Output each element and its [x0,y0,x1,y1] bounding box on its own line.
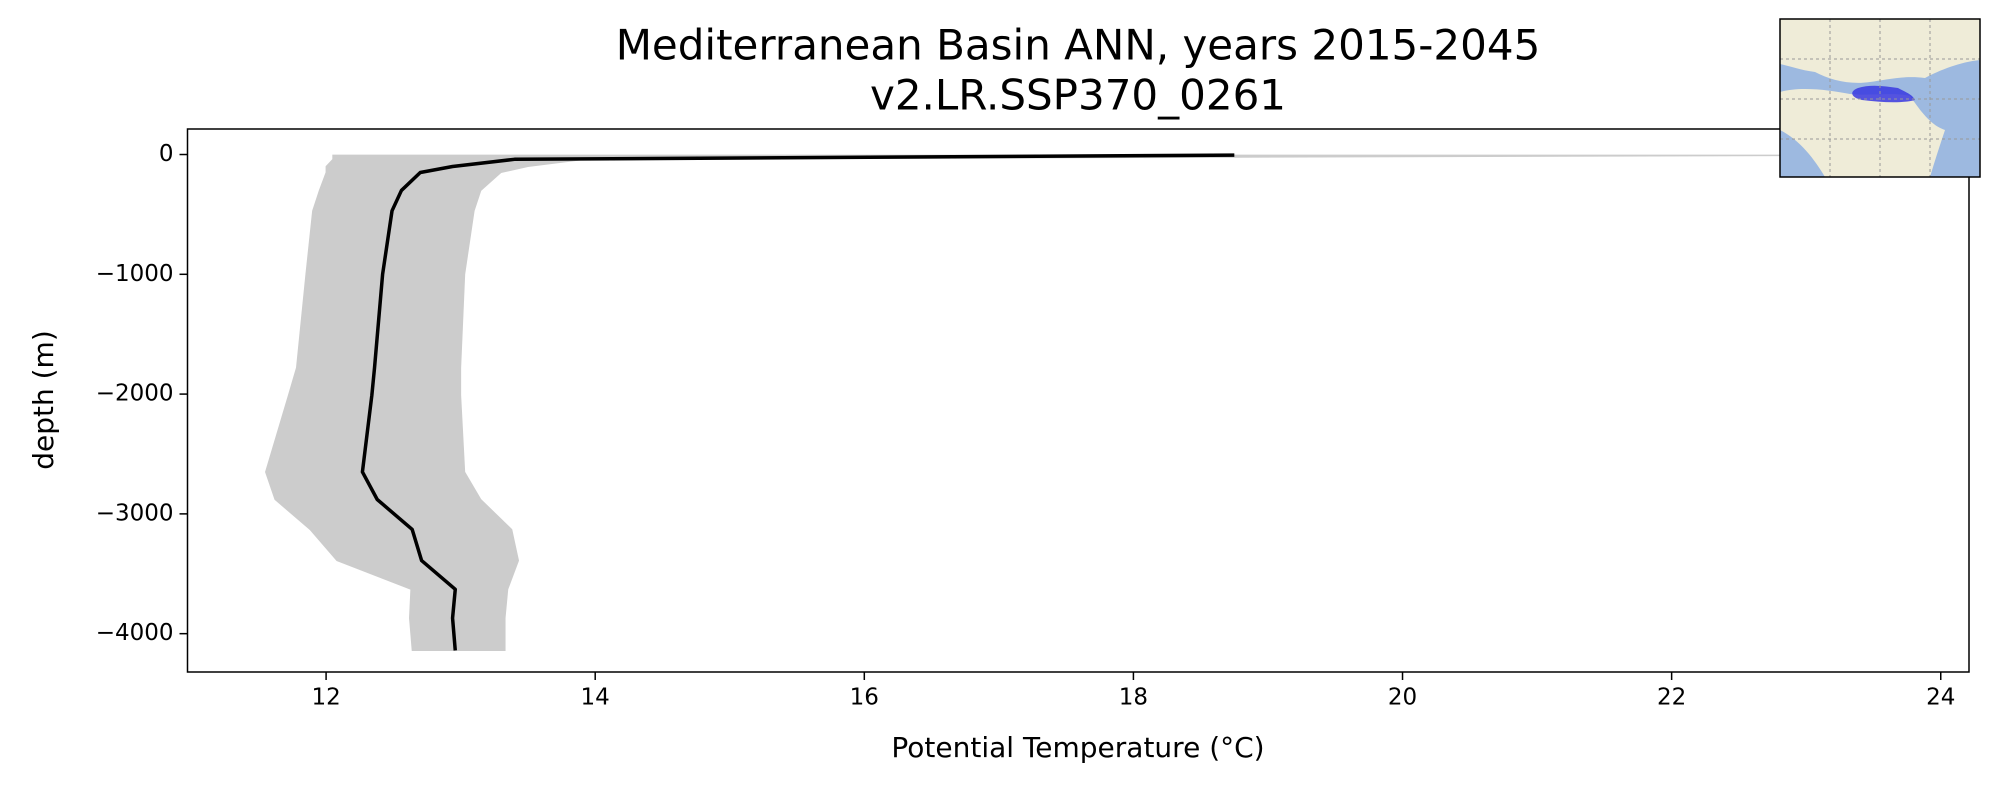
map-land-south [1780,88,1945,177]
y-tick-label: −2000 [96,381,174,407]
mean-line [360,153,1235,651]
x-tick-label: 22 [1657,685,1686,711]
x-tick-label: 12 [311,685,340,711]
plot-area [265,153,1928,651]
x-tick-label: 14 [581,685,610,711]
x-tick-label: 18 [1119,685,1148,711]
x-tick-label: 20 [1388,685,1417,711]
spread-band [265,154,1928,651]
y-tick-label: 0 [159,141,174,167]
chart-subtitle: v2.LR.SSP370_0261 [870,71,1286,120]
map-frame [1779,18,1981,178]
plot-frame [186,128,1970,673]
y-tick-label: −3000 [96,500,174,526]
chart-title: Mediterranean Basin ANN, years 2015-2045 [616,21,1541,70]
map-region [1852,85,1915,103]
y-axis-label: depth (m) [27,330,60,470]
x-tick-label: 16 [850,685,879,711]
x-axis-label: Potential Temperature (°C) [891,731,1264,764]
x-tick-label: 24 [1926,685,1955,711]
inset-map [1779,18,1981,178]
y-tick-label: −1000 [96,261,174,287]
y-tick-label: −4000 [96,620,174,646]
